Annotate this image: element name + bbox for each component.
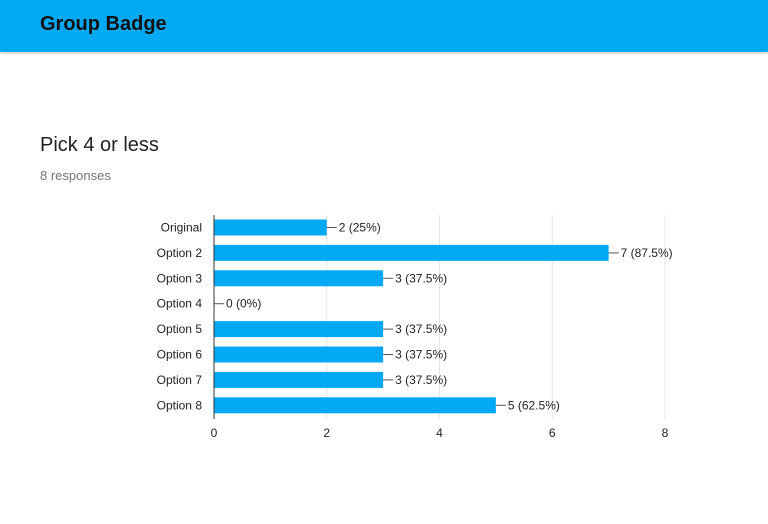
bar xyxy=(214,219,327,236)
data-label: 2 (25%) xyxy=(339,221,381,235)
category-label: Option 2 xyxy=(157,246,203,260)
data-label: 3 (37.5%) xyxy=(395,271,447,285)
bar xyxy=(214,321,384,338)
category-label: Option 6 xyxy=(157,348,203,362)
category-label: Option 8 xyxy=(157,398,203,412)
x-tick-label: 0 xyxy=(211,426,218,440)
data-label: 3 (37.5%) xyxy=(395,322,447,336)
bar xyxy=(214,270,384,287)
x-tick-label: 2 xyxy=(323,426,330,440)
category-label: Option 7 xyxy=(157,373,203,387)
question-title: Pick 4 or less xyxy=(40,134,159,156)
category-label: Option 5 xyxy=(157,322,203,336)
bar xyxy=(214,397,496,414)
category-label: Option 4 xyxy=(157,297,203,311)
data-label: 3 (37.5%) xyxy=(395,348,447,362)
x-tick-label: 4 xyxy=(436,426,443,440)
data-label: 7 (87.5%) xyxy=(621,246,673,260)
x-tick-label: 6 xyxy=(549,426,556,440)
category-label: Original xyxy=(161,221,202,235)
bar xyxy=(214,371,384,388)
category-label: Option 3 xyxy=(157,271,203,285)
data-label: 0 (0%) xyxy=(226,297,261,311)
data-label: 5 (62.5%) xyxy=(508,398,560,412)
x-tick-label: 8 xyxy=(662,426,669,440)
bar xyxy=(214,244,609,261)
form-title: Group Badge xyxy=(40,13,167,35)
bar xyxy=(214,346,384,363)
app-header: Group Badge xyxy=(0,0,768,52)
response-count: 8 responses xyxy=(40,168,111,183)
data-label: 3 (37.5%) xyxy=(395,373,447,387)
